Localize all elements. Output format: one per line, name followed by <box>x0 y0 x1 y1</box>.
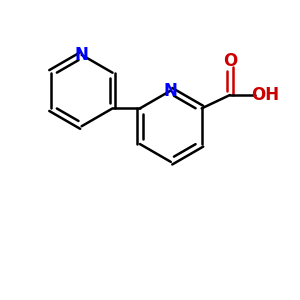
Text: O: O <box>223 52 237 70</box>
Text: N: N <box>164 82 178 100</box>
Text: N: N <box>75 46 88 64</box>
Text: OH: OH <box>250 86 279 104</box>
